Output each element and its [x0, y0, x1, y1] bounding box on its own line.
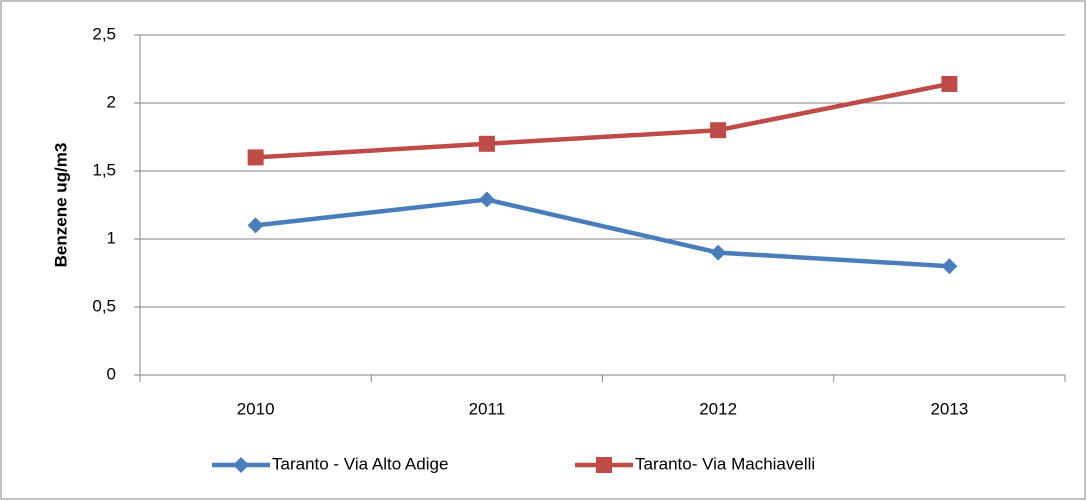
data-point: [248, 149, 264, 165]
legend-label: Taranto - Via Alto Adige: [272, 454, 448, 473]
legend-label: Taranto- Via Machiavelli: [635, 454, 815, 473]
data-point: [479, 136, 495, 152]
y-tick-label: 0,5: [92, 296, 116, 315]
y-tick-label: 2: [107, 92, 116, 111]
data-point: [710, 122, 726, 138]
y-tick-label: 2,5: [92, 24, 116, 43]
y-tick-label: 1,5: [92, 160, 116, 179]
data-point: [941, 76, 957, 92]
x-tick-label: 2013: [930, 399, 968, 418]
x-tick-label: 2010: [237, 399, 275, 418]
x-tick-label: 2011: [469, 399, 506, 418]
y-axis-label: Benzene ug/m3: [51, 143, 70, 268]
legend-marker: [596, 457, 612, 473]
y-tick-label: 0: [107, 364, 116, 383]
y-tick-label: 1: [107, 228, 116, 247]
x-tick-label: 2012: [699, 399, 737, 418]
